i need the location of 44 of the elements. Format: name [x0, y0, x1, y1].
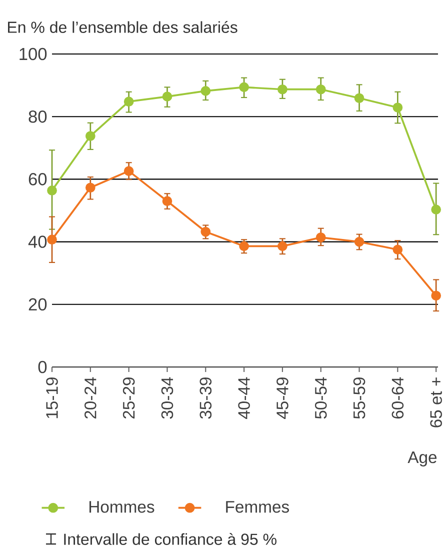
point: [124, 166, 134, 176]
point: [430, 290, 441, 301]
point: [392, 102, 402, 112]
point: [277, 84, 288, 94]
point: [124, 96, 134, 107]
point: [238, 241, 249, 252]
point: [392, 244, 402, 255]
legend-label: Femmes: [226, 501, 289, 513]
y-tick-label: 20: [28, 298, 46, 311]
x-tick-label: 50-54: [314, 377, 327, 419]
x-axis-title: Age: [407, 452, 436, 466]
y-tick-label: 0: [38, 360, 46, 374]
x-tick-label: 15-19: [46, 378, 58, 418]
point: [162, 92, 172, 102]
point: [277, 241, 288, 252]
y-axis-title: En % de l’ensemble des salariés: [8, 21, 238, 33]
point: [162, 196, 172, 206]
x-tick-label: 65 et +: [430, 378, 442, 428]
x-tick-label: 40-44: [238, 377, 250, 419]
x-tick-label: 30-34: [161, 377, 173, 419]
x-tick-label: 25-29: [122, 378, 135, 419]
y-tick-label: 60: [28, 173, 46, 186]
point: [85, 182, 96, 193]
x-tick-label: 20-24: [84, 377, 96, 419]
point: [46, 234, 57, 245]
point: [200, 86, 210, 96]
x-tick-label: 60-64: [392, 377, 404, 419]
point: [354, 236, 364, 247]
point: [200, 226, 210, 237]
point: [46, 186, 57, 196]
point: [430, 204, 441, 214]
x-tick-label: 35-39: [200, 378, 212, 419]
x-tick-label: 55-59: [353, 378, 365, 419]
point: [316, 84, 326, 94]
point: [238, 82, 249, 92]
legend-label: Hommes: [89, 501, 154, 513]
point: [85, 131, 96, 141]
y-tick-label: 100: [19, 48, 46, 60]
y-tick-label: 40: [28, 236, 46, 248]
point: [316, 232, 326, 242]
text: Intervalle de confiance à 95 %: [64, 533, 276, 545]
y-tick-label: 80: [28, 110, 46, 123]
x-tick-label: 45-49: [276, 378, 288, 419]
point: [354, 93, 364, 104]
